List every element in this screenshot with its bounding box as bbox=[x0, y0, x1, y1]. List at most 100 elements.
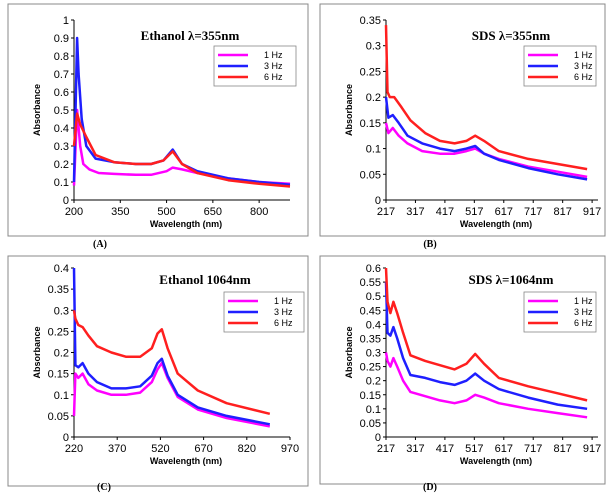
chart-title: SDS λ=1064nm bbox=[469, 272, 554, 287]
panel-frame bbox=[319, 3, 606, 237]
legend-label: 6 Hz bbox=[274, 318, 293, 328]
x-tick-label: 217 bbox=[377, 206, 395, 218]
x-tick-label: 617 bbox=[495, 206, 513, 218]
y-axis-label: Absorbance bbox=[32, 326, 42, 378]
legend-label: 6 Hz bbox=[264, 72, 283, 82]
x-tick-label: 717 bbox=[524, 443, 542, 455]
y-tick-label: 0.4 bbox=[54, 263, 69, 275]
x-tick-label: 917 bbox=[583, 443, 601, 455]
series-line-3-hz bbox=[384, 282, 588, 411]
x-tick-label: 350 bbox=[111, 206, 129, 218]
x-axis-label: Wavelength (nm) bbox=[460, 219, 532, 229]
legend: 1 Hz3 Hz6 Hz bbox=[523, 291, 597, 333]
chart-panel-d: 0 0.05 0.1 0.15 0.2 0.25 0.3 0.35 0.4 0.45 0.5 0.55… bbox=[319, 255, 606, 493]
legend: 1 Hz3 Hz6 Hz bbox=[223, 291, 305, 333]
y-tick-label: 0.2 bbox=[54, 159, 69, 171]
x-tick-label: 817 bbox=[553, 443, 571, 455]
panel-frame bbox=[319, 255, 606, 485]
y-tick-label: 0 bbox=[375, 195, 381, 207]
y-tick-label: 0.05 bbox=[360, 169, 381, 181]
series-line-1-hz bbox=[72, 361, 271, 428]
x-tick-label: 617 bbox=[495, 443, 513, 455]
y-tick-label: 0.35 bbox=[360, 15, 381, 27]
x-axis-label: Wavelength (nm) bbox=[150, 219, 222, 229]
x-axis-label: Wavelength (nm) bbox=[460, 456, 532, 466]
y-tick-label: 0.05 bbox=[360, 418, 381, 430]
y-tick-label: 0.25 bbox=[48, 326, 69, 338]
y-tick-label: 0.15 bbox=[360, 390, 381, 402]
x-tick-label: 417 bbox=[436, 443, 454, 455]
y-tick-label: 0.55 bbox=[360, 277, 381, 289]
y-tick-label: 1 bbox=[63, 15, 69, 27]
series-line-6-hz bbox=[384, 25, 588, 171]
y-tick-label: 0.3 bbox=[366, 41, 381, 53]
y-tick-label: 0.05 bbox=[48, 411, 69, 423]
y-tick-label: 0.5 bbox=[54, 105, 69, 117]
x-tick-label: 800 bbox=[250, 206, 268, 218]
chart-title: Ethanol 1064nm bbox=[159, 272, 251, 287]
legend: 1 Hz3 Hz6 Hz bbox=[213, 45, 297, 87]
legend-label: 1 Hz bbox=[574, 50, 593, 60]
series-line-1-hz bbox=[384, 352, 588, 419]
panel-caption: (D) bbox=[423, 482, 437, 493]
y-tick-label: 0.1 bbox=[366, 404, 381, 416]
x-tick-label: 500 bbox=[157, 206, 175, 218]
y-tick-label: 0.15 bbox=[360, 118, 381, 130]
legend-label: 6 Hz bbox=[574, 318, 593, 328]
y-tick-label: 0.1 bbox=[54, 390, 69, 402]
panel-caption: (B) bbox=[423, 239, 436, 250]
chart-panel-a: 0 0.1 0.2 0.3 0.4 0.5 0.6 0.7 0.8 0.9 1 200 350 500 65… bbox=[7, 3, 309, 250]
y-tick-label: 0.35 bbox=[360, 333, 381, 345]
legend-label: 1 Hz bbox=[574, 296, 593, 306]
series-line-6-hz bbox=[72, 112, 291, 188]
x-tick-label: 817 bbox=[553, 206, 571, 218]
x-tick-label: 317 bbox=[406, 443, 424, 455]
legend-label: 1 Hz bbox=[274, 296, 293, 306]
legend-label: 3 Hz bbox=[264, 61, 283, 71]
series-line-1-hz bbox=[384, 122, 588, 179]
y-tick-label: 0.25 bbox=[360, 66, 381, 78]
y-axis-label: Absorbance bbox=[344, 326, 354, 378]
y-tick-label: 0.15 bbox=[48, 369, 69, 381]
x-tick-label: 217 bbox=[377, 443, 395, 455]
series-line-3-hz bbox=[72, 267, 271, 426]
series-line-6-hz bbox=[384, 267, 588, 402]
y-tick-label: 0 bbox=[375, 432, 381, 444]
x-tick-label: 370 bbox=[108, 443, 126, 455]
panel-frame bbox=[7, 3, 309, 237]
chart-panel-b: 0 0.05 0.1 0.15 0.2 0.25 0.3 0.35 217 317 417 517 61… bbox=[319, 3, 606, 250]
y-tick-label: 0.1 bbox=[366, 144, 381, 156]
y-tick-label: 0.2 bbox=[366, 376, 381, 388]
y-tick-label: 0.45 bbox=[360, 305, 381, 317]
legend-label: 1 Hz bbox=[264, 50, 283, 60]
y-tick-label: 0.6 bbox=[54, 87, 69, 99]
y-tick-label: 0.35 bbox=[48, 284, 69, 296]
y-tick-label: 0.1 bbox=[54, 177, 69, 189]
y-tick-label: 0.8 bbox=[54, 51, 69, 63]
x-tick-label: 517 bbox=[465, 443, 483, 455]
x-tick-label: 317 bbox=[406, 206, 424, 218]
x-tick-label: 417 bbox=[436, 206, 454, 218]
series-line-1-hz bbox=[72, 108, 291, 186]
y-tick-label: 0.4 bbox=[366, 319, 381, 331]
y-tick-label: 0.9 bbox=[54, 33, 69, 45]
y-axis-label: Absorbance bbox=[344, 84, 354, 136]
x-tick-label: 970 bbox=[281, 443, 299, 455]
chart-title: Ethanol λ=355nm bbox=[141, 28, 240, 43]
y-tick-label: 0.7 bbox=[54, 69, 69, 81]
x-tick-label: 917 bbox=[583, 206, 601, 218]
y-tick-label: 0 bbox=[63, 195, 69, 207]
y-tick-label: 0.25 bbox=[360, 362, 381, 374]
x-tick-label: 717 bbox=[524, 206, 542, 218]
x-tick-label: 670 bbox=[194, 443, 212, 455]
panel-frame bbox=[7, 255, 309, 487]
y-tick-label: 0.3 bbox=[54, 305, 69, 317]
x-tick-label: 517 bbox=[465, 206, 483, 218]
y-tick-label: 0.5 bbox=[366, 291, 381, 303]
y-tick-label: 0.2 bbox=[54, 348, 69, 360]
series-line-3-hz bbox=[384, 96, 588, 181]
legend-label: 6 Hz bbox=[574, 72, 593, 82]
y-axis-label: Absorbance bbox=[32, 84, 42, 136]
panel-caption: (C) bbox=[97, 482, 111, 493]
